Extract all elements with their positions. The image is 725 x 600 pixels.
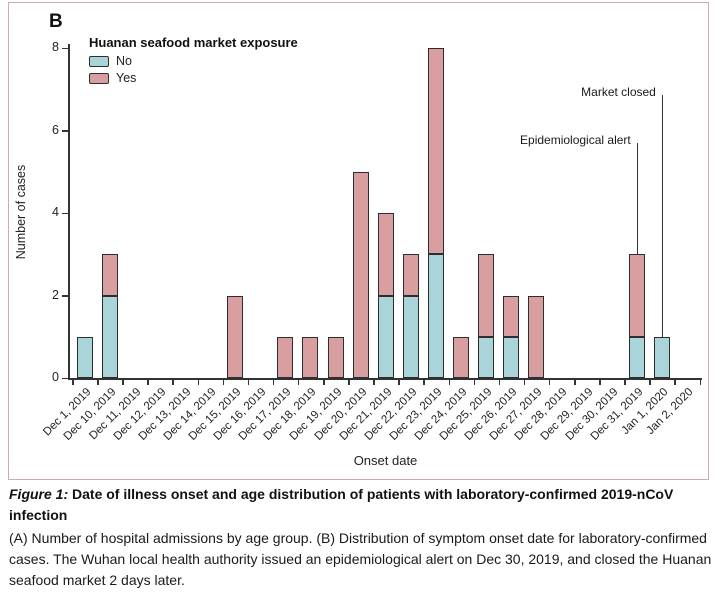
bar-segment-yes	[503, 295, 520, 337]
x-axis-tick	[323, 380, 325, 385]
caption-heading: Figure 1: Date of illness onset and age …	[9, 484, 714, 526]
x-axis-tick	[272, 380, 275, 385]
x-axis-tick	[197, 380, 199, 385]
legend-item-yes: Yes	[89, 71, 298, 85]
y-axis-tick-label: 4	[52, 205, 59, 219]
x-axis-line	[68, 378, 702, 380]
y-axis-line	[68, 44, 70, 380]
legend: Huanan seafood market exposure No Yes	[89, 35, 298, 88]
x-axis-tick	[699, 380, 701, 385]
x-axis-tick	[147, 380, 149, 385]
bar-segment-yes	[302, 336, 319, 378]
x-axis-tick	[97, 380, 99, 385]
x-axis-tick	[72, 380, 74, 385]
x-axis-tick	[473, 380, 476, 385]
y-axis-tick-label: 0	[52, 370, 59, 384]
x-axis-tick	[373, 380, 375, 385]
legend-swatch	[89, 55, 109, 67]
figure-frame: B Number of cases Onset date Huanan seaf…	[8, 2, 709, 480]
legend-items: No Yes	[89, 54, 298, 85]
bar-segment-yes	[427, 48, 444, 255]
x-axis-tick	[122, 380, 124, 385]
y-axis-tick-label: 6	[52, 122, 59, 137]
x-axis-tick	[523, 380, 526, 385]
bar-segment-no	[503, 336, 520, 378]
x-axis-title: Onset date	[353, 453, 418, 468]
bar-segment-no	[628, 336, 645, 378]
x-axis-tick	[172, 380, 174, 385]
y-axis-title: Number of cases	[14, 164, 28, 260]
x-axis-tick	[599, 380, 601, 385]
bar-segment-no	[478, 336, 495, 378]
legend-title: Huanan seafood market exposure	[89, 35, 298, 50]
legend-item-label: No	[116, 54, 132, 68]
caption-title: Date of illness onset and age distributi…	[9, 486, 674, 523]
bar-segment-yes	[377, 213, 394, 296]
bar-segment-yes	[628, 254, 645, 337]
bar-segment-yes	[277, 336, 294, 378]
x-axis-tick	[498, 380, 501, 385]
bar-segment-yes	[478, 254, 495, 337]
x-axis-tick	[348, 380, 350, 385]
legend-item-label: Yes	[116, 71, 137, 85]
bar-segment-yes	[101, 254, 118, 296]
x-axis-tick	[398, 380, 400, 385]
x-axis-tick	[222, 380, 225, 385]
annotation-label: Epidemiological alert	[520, 133, 631, 147]
bar-segment-yes	[327, 336, 344, 378]
x-axis-tick	[448, 380, 450, 385]
y-axis-tick-label: 8	[52, 40, 59, 54]
bar-segment-yes	[402, 254, 419, 296]
bar-segment-yes	[453, 336, 470, 378]
x-axis-tick	[247, 380, 250, 385]
figure-caption: Figure 1: Date of illness onset and age …	[9, 484, 714, 591]
bar-segment-no	[653, 336, 670, 378]
caption-figure-label: Figure 1:	[9, 486, 69, 502]
x-axis-tick	[297, 380, 300, 385]
bar-segment-no	[101, 295, 118, 378]
y-axis-tick	[62, 130, 68, 132]
annotation-line	[636, 143, 639, 255]
bar-segment-no	[427, 254, 444, 378]
x-axis-tick	[423, 380, 425, 385]
legend-swatch	[89, 72, 109, 84]
bar-segment-no	[402, 295, 419, 378]
bar-segment-yes	[528, 295, 545, 378]
annotation-line	[661, 95, 664, 337]
y-axis-tick	[62, 377, 68, 379]
x-axis-tick	[574, 380, 576, 385]
bar-segment-no	[76, 336, 93, 378]
y-axis-tick	[62, 295, 68, 297]
legend-item-no: No	[89, 54, 298, 68]
x-axis-tick	[548, 380, 551, 385]
y-axis-tick-label: 2	[52, 287, 59, 302]
x-axis-tick	[674, 380, 676, 385]
caption-body: (A) Number of hospital admissions by age…	[9, 530, 712, 588]
panel-label: B	[49, 11, 63, 32]
onset-date-bar-chart: Number of cases Onset date Huanan seafoo…	[9, 3, 708, 479]
bar-segment-yes	[352, 171, 369, 378]
bar-segment-no	[377, 295, 394, 378]
y-axis-tick	[62, 212, 68, 214]
y-axis-tick	[62, 47, 68, 49]
annotation-label: Market closed	[581, 85, 656, 99]
bar-segment-yes	[227, 295, 244, 378]
x-axis-tick	[624, 380, 626, 385]
x-axis-tick	[649, 380, 651, 385]
